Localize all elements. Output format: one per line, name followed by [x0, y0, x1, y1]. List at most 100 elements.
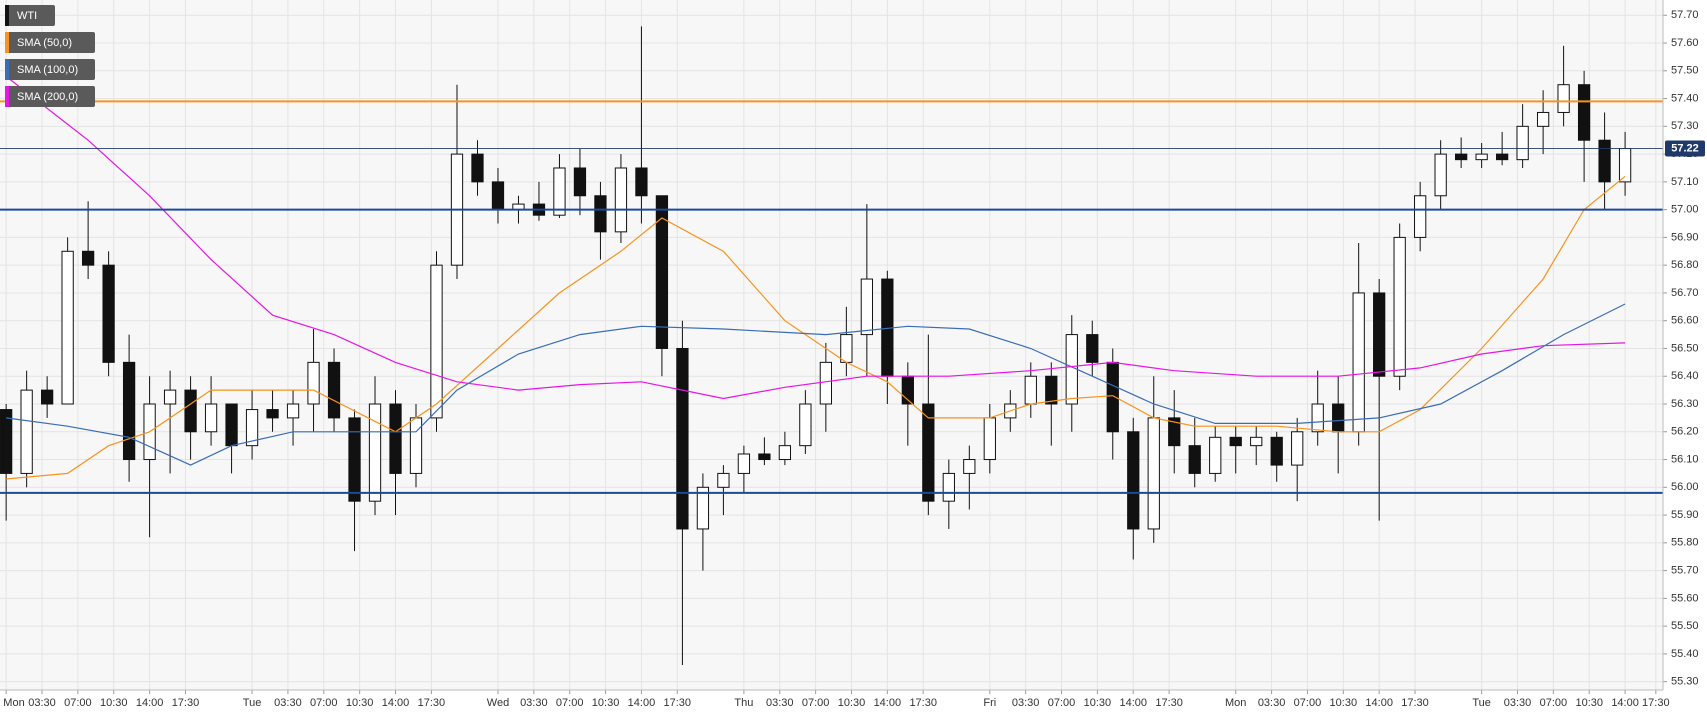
x-tick-label: 10:30	[838, 697, 866, 709]
overlay: 57.22 WTI SMA (50,0) SMA (100,0) SMA (200,0)	[0, 5, 1705, 494]
candle-body	[1229, 436, 1242, 447]
y-tick-label: 55.80	[1671, 537, 1699, 549]
candle-body	[1495, 153, 1509, 161]
candle-body	[1332, 403, 1345, 433]
y-tick-label: 56.40	[1671, 370, 1699, 382]
candle-body	[553, 167, 566, 216]
x-tick-label: 07:00	[1540, 697, 1568, 709]
x-tick-label: 03:30	[1258, 697, 1286, 709]
y-tick-label: 57.60	[1671, 37, 1699, 49]
candle-body	[163, 389, 177, 405]
x-tick-label: Tue	[243, 697, 262, 709]
candle-body	[266, 409, 279, 419]
y-tick-label: 56.00	[1671, 481, 1699, 493]
y-tick-label: 55.50	[1671, 620, 1699, 632]
legend-swatch	[5, 59, 9, 80]
plot-area	[0, 0, 1663, 690]
y-tick-label: 56.70	[1671, 287, 1699, 299]
candle-body	[61, 250, 74, 405]
x-tick-label: Tue	[1472, 697, 1491, 709]
x-tick-label: 14:00	[382, 697, 410, 709]
candle-body	[389, 403, 402, 474]
candle-body	[778, 445, 792, 461]
sma-line	[6, 303, 1626, 466]
y-tick-label: 55.90	[1671, 509, 1699, 521]
candle-body	[204, 403, 218, 433]
x-tick-label: 10:30	[592, 697, 620, 709]
candle-body	[614, 167, 628, 233]
candle-body	[696, 486, 710, 530]
x-tick-label: 10:30	[100, 697, 128, 709]
candle-body	[40, 389, 54, 405]
candle-body	[1414, 195, 1427, 238]
x-tick-label: 03:30	[520, 697, 548, 709]
candle-body	[860, 278, 873, 336]
legend-box	[5, 5, 55, 26]
candle-body	[327, 361, 341, 419]
x-tick-label: 10:30	[1330, 697, 1358, 709]
x-tick-label: 07:00	[64, 697, 92, 709]
x-tick-label: 03:30	[28, 697, 56, 709]
x-tick-label: 17:30	[664, 697, 692, 709]
candle-body	[1168, 417, 1181, 447]
x-tick-label: 14:00	[136, 697, 164, 709]
candle-body	[1250, 436, 1263, 447]
candle-body	[1147, 417, 1160, 530]
candle-body	[1024, 375, 1037, 405]
x-tick-label: 07:00	[1048, 697, 1076, 709]
candle-body	[122, 361, 136, 461]
candle-body	[1536, 111, 1550, 127]
candle-body	[799, 403, 812, 447]
candle-body	[1311, 403, 1324, 433]
sma-line	[6, 175, 1626, 480]
candle-body	[1106, 361, 1119, 433]
x-tick-label: 14:00	[874, 697, 902, 709]
y-tick-label: 56.10	[1671, 453, 1699, 465]
candle-body	[286, 403, 300, 419]
candle-body	[717, 472, 730, 488]
candle-body	[1209, 436, 1222, 474]
candle-body	[81, 250, 95, 266]
x-tick-label: 10:30	[1575, 697, 1603, 709]
y-tick-label: 57.30	[1671, 120, 1699, 132]
y-tick-label: 56.30	[1671, 398, 1699, 410]
x-tick-label: Mon	[1225, 697, 1246, 709]
legend-swatch	[5, 5, 9, 26]
x-tick-label: 07:00	[1294, 697, 1322, 709]
x-tick-label: 17:30	[909, 697, 937, 709]
x-tick-label: 07:00	[310, 697, 338, 709]
candle-body	[307, 361, 320, 405]
x-tick-label: 17:30	[172, 697, 200, 709]
x-tick-label: Thu	[734, 697, 753, 709]
last-price-label: 57.22	[1671, 142, 1699, 154]
x-tick-label: 07:00	[802, 697, 830, 709]
candle-body	[922, 403, 935, 502]
candle-body	[1434, 153, 1447, 197]
legend-label: WTI	[17, 10, 37, 22]
candle-body	[348, 417, 361, 502]
legend-box	[5, 86, 95, 107]
legend-box	[5, 32, 95, 53]
x-tick-label: 07:00	[556, 697, 584, 709]
candle-body	[225, 403, 238, 447]
x-tick-label: 17:30	[1155, 697, 1183, 709]
y-tick-label: 57.70	[1671, 9, 1699, 21]
candle-body	[1393, 236, 1406, 377]
legend-label: SMA (50,0)	[17, 37, 72, 49]
candle-body	[983, 417, 996, 461]
candle-body	[102, 264, 115, 363]
candle-body	[1352, 292, 1365, 433]
legend-label: SMA (200,0)	[17, 91, 78, 103]
y-tick-label: 56.20	[1671, 426, 1699, 438]
x-tick-label: 14:00	[1365, 697, 1393, 709]
x-tick-label: 10:30	[1084, 697, 1112, 709]
candle-body	[1086, 334, 1099, 363]
candle-body	[1455, 153, 1468, 161]
candle-body	[573, 167, 587, 197]
y-tick-label: 57.10	[1671, 176, 1699, 188]
candle-body	[737, 453, 751, 474]
candle-body	[819, 361, 832, 405]
last-price-box	[1665, 140, 1705, 157]
candle-body	[635, 167, 648, 197]
y-tick-label: 56.90	[1671, 231, 1699, 243]
